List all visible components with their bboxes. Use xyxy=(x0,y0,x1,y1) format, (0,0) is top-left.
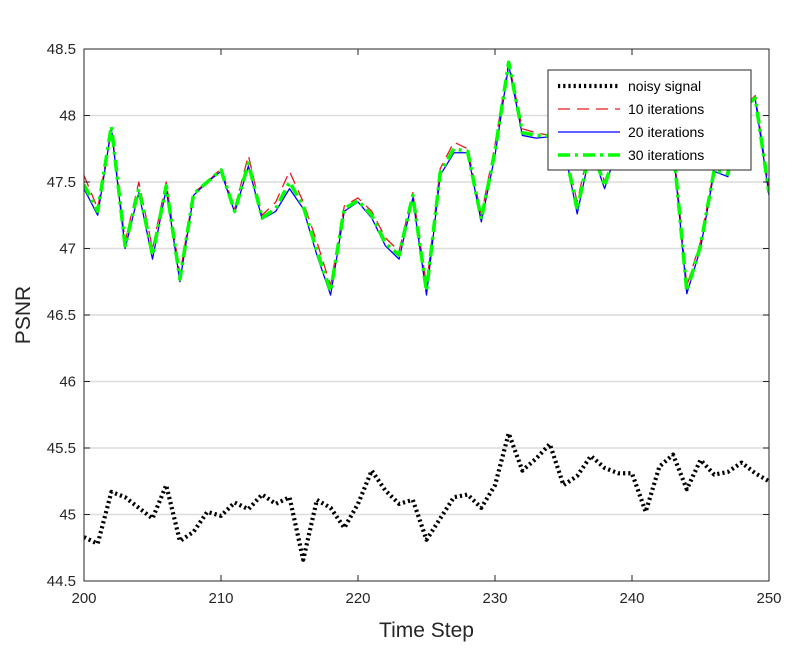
y-tick-label: 44.5 xyxy=(47,573,76,590)
legend-label: 10 iterations xyxy=(628,101,704,117)
x-axis-title: Time Step xyxy=(379,619,474,642)
legend-box xyxy=(547,69,752,171)
legend: noisy signal 10 iterations 20 iterations 30… xyxy=(547,69,752,171)
y-tick-label: 47.5 xyxy=(47,174,76,191)
x-tick-label: 220 xyxy=(345,590,370,607)
x-tick-label: 230 xyxy=(482,590,507,607)
y-tick-label: 48.5 xyxy=(47,41,76,58)
y-axis-title: PSNR xyxy=(12,286,35,344)
y-axis-ticks: 44.5 45 45.5 46 46.5 47 47.5 48 48.5 xyxy=(47,41,769,590)
x-tick-label: 210 xyxy=(208,590,233,607)
x-axis-ticks: 200 210 220 230 240 250 xyxy=(71,49,782,607)
x-tick-label: 250 xyxy=(756,590,781,607)
series-line-noisy-signal xyxy=(84,431,769,562)
legend-label: noisy signal xyxy=(628,78,701,94)
x-tick-label: 240 xyxy=(619,590,644,607)
y-tick-label: 45.5 xyxy=(47,440,76,457)
legend-label: 30 iterations xyxy=(628,147,704,163)
legend-label: 20 iterations xyxy=(628,124,704,140)
y-tick-label: 48 xyxy=(59,108,76,125)
y-tick-label: 47 xyxy=(59,241,76,258)
y-tick-label: 46.5 xyxy=(47,307,76,324)
y-tick-label: 45 xyxy=(59,507,76,524)
y-tick-label: 46 xyxy=(59,374,76,391)
x-tick-label: 200 xyxy=(71,590,96,607)
